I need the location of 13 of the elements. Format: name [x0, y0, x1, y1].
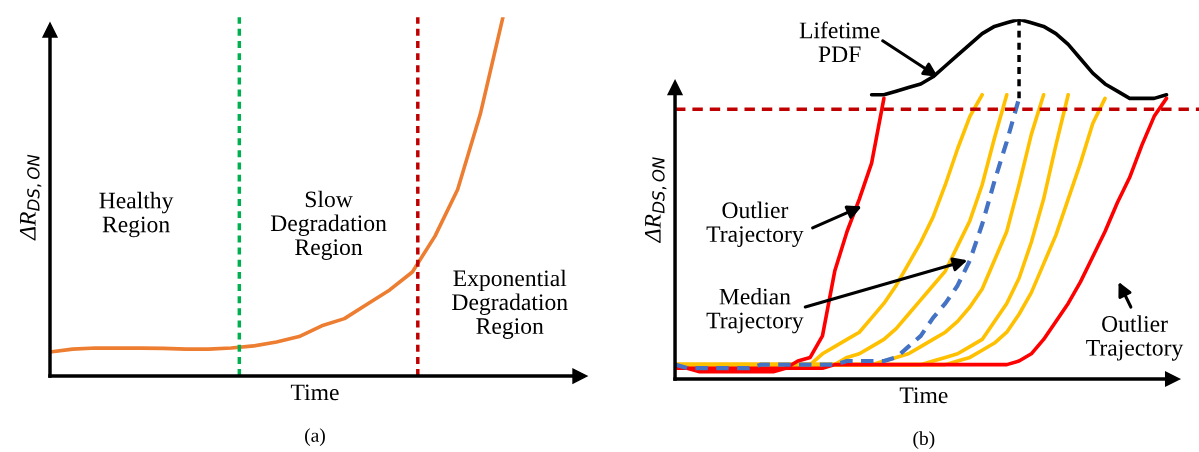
- x-axis-title: Time: [290, 384, 339, 401]
- y-axis-title: ΔR$_{DS,ON}$: [644, 157, 667, 244]
- annotation: Slow Degradation Region: [270, 190, 387, 260]
- annotation: Outlier Trajectory: [706, 201, 804, 247]
- annotation: Exponential Degradation Region: [452, 269, 568, 339]
- annotation: Lifetime PDF: [799, 21, 880, 63]
- y-axis-title: ΔR$_{DS,ON}$: [19, 154, 42, 241]
- annotation: Median Trajectory: [706, 287, 804, 334]
- annotation: Healthy Region: [99, 191, 174, 238]
- text: (a): [305, 428, 325, 446]
- annotation: Outlier Trajectory: [1086, 315, 1184, 361]
- text: (b): [913, 431, 935, 449]
- x-axis-title: Time: [899, 387, 948, 404]
